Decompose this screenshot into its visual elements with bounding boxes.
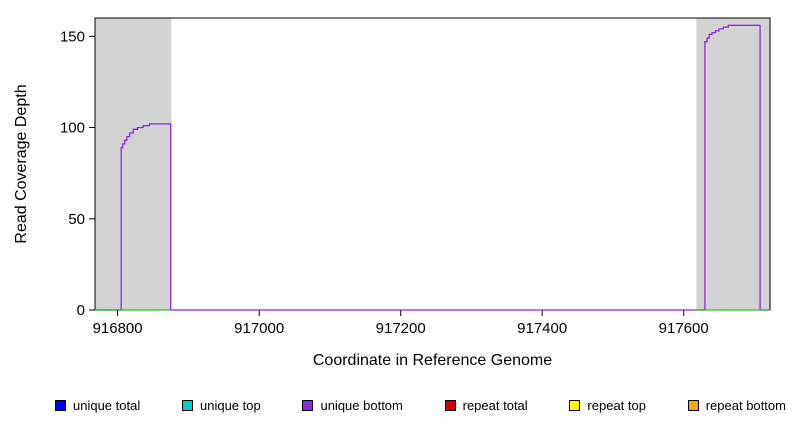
legend-swatch-unique-top xyxy=(181,400,193,411)
shaded-region xyxy=(95,18,172,310)
x-tick-label: 917600 xyxy=(659,320,709,337)
x-tick-label: 917400 xyxy=(517,320,567,337)
legend-item-repeat-bottom: repeat bottom xyxy=(687,398,786,413)
legend-swatch-repeat-top xyxy=(569,400,581,411)
legend-label: unique total xyxy=(73,398,141,413)
legend-swatch-unique-bottom xyxy=(302,400,314,411)
x-tick-label: 917200 xyxy=(376,320,426,337)
legend-label: repeat top xyxy=(587,398,646,413)
y-tick-label: 50 xyxy=(68,211,85,228)
legend-label: unique top xyxy=(199,398,261,413)
legend-item-repeat-top: repeat top xyxy=(569,398,646,413)
legend-swatch-unique-total xyxy=(55,400,66,411)
legend-item-unique-bottom: unique bottom xyxy=(302,398,403,413)
y-tick-label: 100 xyxy=(60,120,85,137)
y-axis-label: Read Coverage Depth xyxy=(13,84,30,244)
x-tick-label: 916800 xyxy=(93,320,143,337)
legend-label: unique bottom xyxy=(320,398,403,413)
legend-item-unique-total: unique total xyxy=(55,398,140,413)
y-tick-label: 0 xyxy=(77,302,85,319)
shaded-region xyxy=(696,18,770,310)
legend: unique total unique top unique bottom repea… xyxy=(55,398,786,413)
x-tick-label: 917000 xyxy=(234,320,284,337)
x-axis-label: Coordinate in Reference Genome xyxy=(312,352,553,369)
legend-swatch-repeat-bottom xyxy=(687,400,699,411)
coverage-plot: 916800 917000 917200 917400 917600 0 50 100 150 xyxy=(60,17,771,337)
y-tick-label: 150 xyxy=(60,28,85,45)
legend-label: repeat bottom xyxy=(705,398,786,413)
legend-label: repeat total xyxy=(462,398,528,413)
series-unique-bottom-coverage xyxy=(95,24,770,311)
legend-swatch-repeat-total xyxy=(444,400,456,411)
legend-item-repeat-total: repeat total xyxy=(444,398,528,413)
plot-box xyxy=(94,17,771,311)
legend-item-unique-top: unique top xyxy=(181,398,261,413)
